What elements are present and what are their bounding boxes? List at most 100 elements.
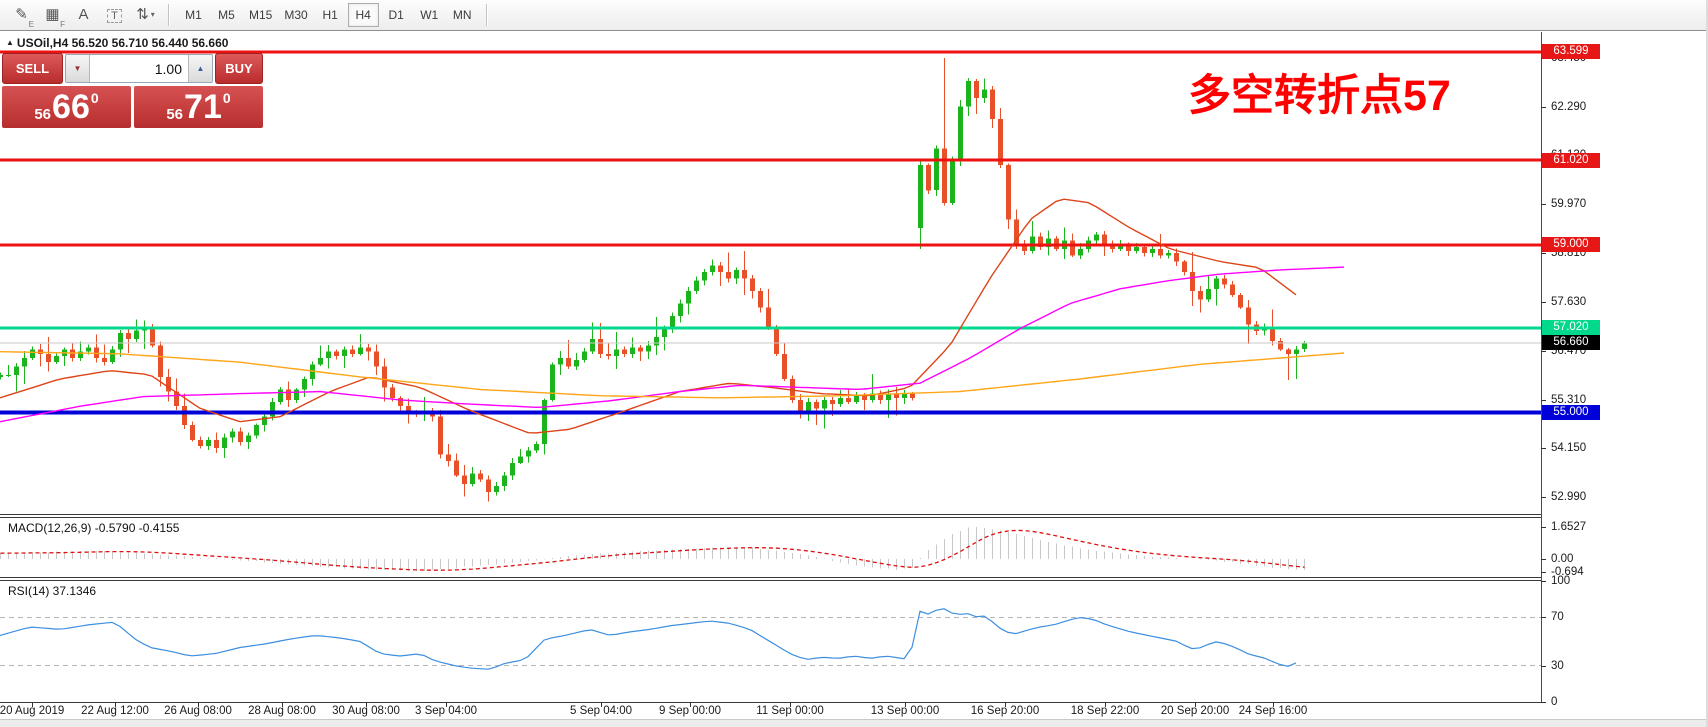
buy-price-big: 71 <box>184 88 222 126</box>
buy-price-button[interactable]: 56 71 0 <box>134 86 263 128</box>
sell-price-prefix: 56 <box>34 106 52 123</box>
timeframe-button-group: M1 M5 M15 M30 H1 H4 D1 W1 MN <box>177 3 479 27</box>
price-level-badge: 55.000 <box>1542 405 1600 420</box>
time-tick-mark <box>1195 703 1196 707</box>
sell-price-button[interactable]: 56 66 0 <box>2 86 131 128</box>
price-tick-label: 59.970 <box>1551 198 1587 210</box>
axis-tick-mark <box>1541 204 1546 205</box>
price-tick-label: 54.150 <box>1551 442 1587 454</box>
tf-button-h1[interactable]: H1 <box>315 3 346 27</box>
axis-tick-mark <box>1541 497 1546 498</box>
symbol-marker-icon: ▲ <box>6 38 14 47</box>
volume-decrease-icon[interactable]: ▼ <box>66 55 90 82</box>
rsi-tick-label: 30 <box>1551 660 1564 672</box>
axis-tick-mark <box>1541 559 1546 560</box>
buy-price-prefix: 56 <box>166 106 184 123</box>
pane-separator-main-macd[interactable] <box>0 514 1542 518</box>
axis-tick-mark <box>1541 351 1546 352</box>
time-tick-mark <box>1273 703 1274 707</box>
price-level-badge: 57.020 <box>1542 320 1600 335</box>
price-level-badge: 63.599 <box>1542 44 1600 59</box>
sell-price-big: 66 <box>52 88 90 126</box>
tf-button-m15[interactable]: M15 <box>244 3 277 27</box>
time-tick-mark <box>198 703 199 707</box>
rsi-tick-label: 70 <box>1551 611 1564 623</box>
toolbar: ✎ E ▦ F A T ⇅ ▾ M1 M5 M15 M30 H1 H4 D1 W1 MN <box>0 0 1708 31</box>
chart-annotation-text: 多空转折点57 <box>1188 72 1451 120</box>
volume-stepper: ▼ ▲ <box>65 54 213 83</box>
axis-tick-mark <box>1541 527 1546 528</box>
toolbar-icon-group: ✎ E ▦ F A T ⇅ ▾ <box>6 2 161 29</box>
time-tick-label: 20 Sep 20:00 <box>1160 705 1230 717</box>
time-tick-label: 22 Aug 12:00 <box>81 705 149 717</box>
text-label-icon[interactable]: A <box>78 6 89 23</box>
axis-tick-mark <box>1541 581 1546 582</box>
symbol-ohlc-text: USOil,H4 56.520 56.710 56.440 56.660 <box>16 36 229 50</box>
price-level-badge: 56.660 <box>1542 335 1600 350</box>
price-tick-label: 57.630 <box>1551 296 1587 308</box>
buy-price-sup: 0 <box>222 90 231 106</box>
axis-tick-mark <box>1541 400 1546 401</box>
time-tick-label: 18 Sep 22:00 <box>1070 705 1140 717</box>
time-tick-label: 30 Aug 08:00 <box>332 705 400 717</box>
volume-increase-icon[interactable]: ▲ <box>188 55 212 82</box>
time-tick-mark <box>601 703 602 707</box>
tf-button-d1[interactable]: D1 <box>381 3 412 27</box>
time-tick-mark <box>1005 703 1006 707</box>
macd-tick-label: -0.694 <box>1551 566 1584 578</box>
time-tick-label: 3 Sep 04:00 <box>414 705 478 717</box>
sell-button[interactable]: SELL <box>2 53 63 84</box>
time-tick-label: 26 Aug 08:00 <box>164 705 232 717</box>
time-tick-mark <box>690 703 691 707</box>
time-tick-mark <box>115 703 116 707</box>
time-tick-mark <box>905 703 906 707</box>
buy-button[interactable]: BUY <box>215 53 263 84</box>
one-click-trade-panel: SELL ▼ ▲ BUY 56 66 0 56 71 0 <box>2 53 263 128</box>
axis-tick-mark <box>1541 448 1546 449</box>
tf-button-mn[interactable]: MN <box>447 3 478 27</box>
axis-tick-mark <box>1541 702 1546 703</box>
time-tick-label: 16 Sep 20:00 <box>970 705 1040 717</box>
text-box-icon[interactable]: T <box>100 2 129 28</box>
pane-bottom-border <box>0 702 1542 703</box>
tf-button-m5[interactable]: M5 <box>211 3 242 27</box>
price-tick-label: 55.310 <box>1551 394 1587 406</box>
toolbar-separator <box>485 4 488 26</box>
rsi-tick-label: 100 <box>1551 575 1571 587</box>
tf-button-m1[interactable]: M1 <box>178 3 209 27</box>
axis-tick-mark <box>1541 302 1546 303</box>
symbol-ohlc-line: ▲ USOil,H4 56.520 56.710 56.440 56.660 <box>6 36 228 50</box>
time-tick-mark <box>282 703 283 707</box>
window-bottom-strip <box>0 719 1708 727</box>
rsi-indicator-label: RSI(14) 37.1346 <box>8 584 97 598</box>
time-tick-mark <box>1105 703 1106 707</box>
sell-price-sup: 0 <box>90 90 99 106</box>
window-right-edge <box>1706 0 1708 727</box>
price-level-badge: 59.000 <box>1542 237 1600 252</box>
macd-tick-label: 1.6527 <box>1551 521 1587 533</box>
time-tick-mark <box>366 703 367 707</box>
axis-tick-mark <box>1541 253 1546 254</box>
time-tick-mark <box>446 703 447 707</box>
axis-tick-mark <box>1541 107 1546 108</box>
time-tick-label: 9 Sep 00:00 <box>658 705 722 717</box>
rsi-tick-label: 0 <box>1551 696 1558 708</box>
price-tick-label: 52.990 <box>1551 491 1587 503</box>
time-tick-label: 13 Sep 00:00 <box>870 705 940 717</box>
time-tick-mark <box>790 703 791 707</box>
tf-button-m30[interactable]: M30 <box>279 3 312 27</box>
pane-separator-macd-rsi[interactable] <box>0 577 1542 581</box>
tf-button-w1[interactable]: W1 <box>414 3 445 27</box>
chart-edit-icon[interactable]: ✎ E <box>15 6 34 29</box>
time-tick-label: 24 Sep 16:00 <box>1238 705 1308 717</box>
axis-tick-mark <box>1541 572 1546 573</box>
grid-icon[interactable]: ▦ F <box>45 6 65 29</box>
time-tick-label: 5 Sep 04:00 <box>569 705 633 717</box>
cursor-arrows-icon[interactable]: ⇅ ▾ <box>136 6 155 23</box>
volume-input[interactable] <box>90 55 188 82</box>
time-tick-mark <box>32 703 33 707</box>
tf-button-h4[interactable]: H4 <box>347 3 379 27</box>
price-axis-border <box>1541 32 1542 703</box>
macd-indicator-label: MACD(12,26,9) -0.5790 -0.4155 <box>8 521 180 535</box>
